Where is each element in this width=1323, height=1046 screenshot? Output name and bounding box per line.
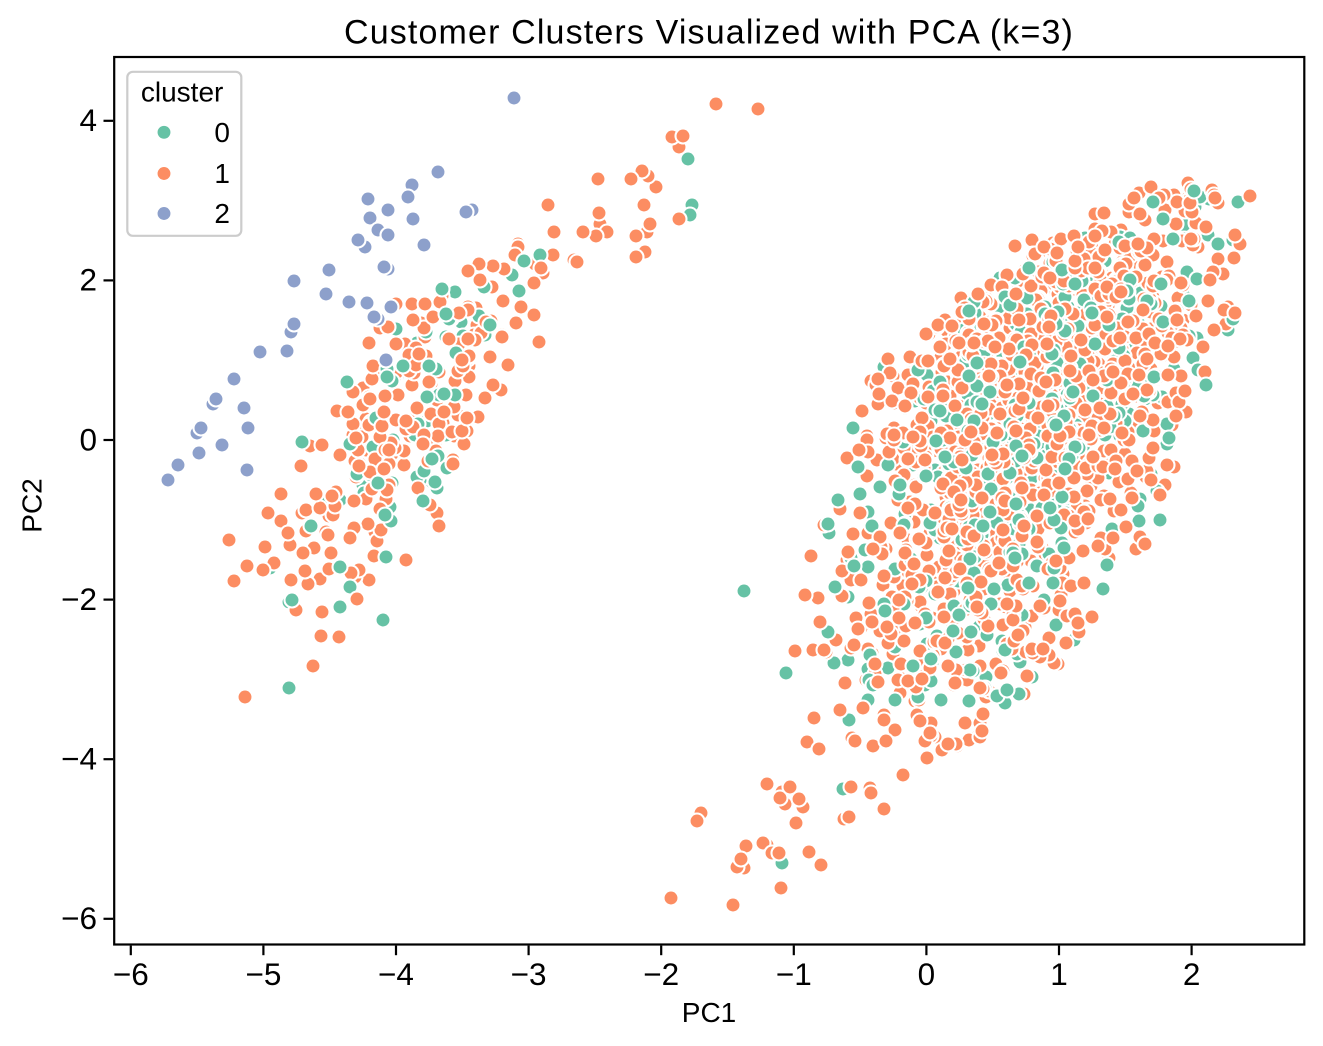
- svg-text:PC2: PC2: [17, 478, 48, 532]
- svg-text:0: 0: [214, 117, 230, 148]
- svg-text:0: 0: [918, 956, 936, 992]
- svg-text:2: 2: [79, 262, 97, 298]
- svg-text:−2: −2: [61, 581, 97, 617]
- svg-text:0: 0: [79, 421, 97, 457]
- svg-text:PC1: PC1: [682, 997, 736, 1028]
- svg-text:1: 1: [1050, 956, 1068, 992]
- svg-text:2: 2: [1183, 956, 1201, 992]
- svg-text:4: 4: [79, 102, 97, 138]
- svg-text:Customer Clusters Visualized w: Customer Clusters Visualized with PCA (k…: [344, 14, 1074, 52]
- svg-text:−3: −3: [511, 956, 547, 992]
- svg-text:−4: −4: [61, 741, 97, 777]
- svg-text:−2: −2: [643, 956, 679, 992]
- svg-text:−6: −6: [61, 900, 97, 936]
- svg-text:−4: −4: [378, 956, 414, 992]
- svg-text:2: 2: [214, 198, 230, 229]
- svg-text:−1: −1: [776, 956, 812, 992]
- svg-text:−5: −5: [245, 956, 281, 992]
- svg-text:cluster: cluster: [141, 76, 223, 107]
- svg-text:−6: −6: [113, 956, 149, 992]
- svg-text:1: 1: [214, 158, 230, 189]
